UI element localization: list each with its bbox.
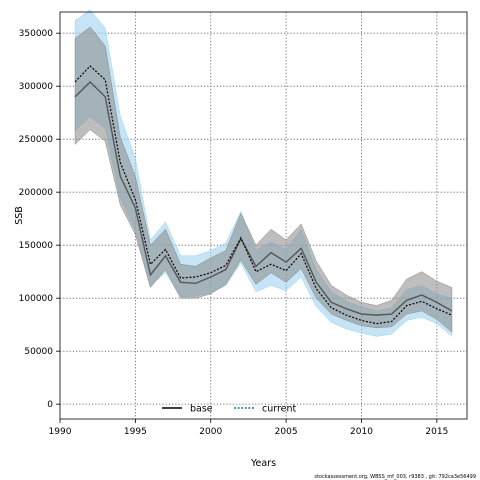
band-base xyxy=(74,26,453,333)
x-axis-ticks: 1990 1995 2000 2005 2010 2015 xyxy=(49,419,448,437)
y-tick-label-350000: 350000 xyxy=(19,29,54,39)
x-tick-label-2010: 2010 xyxy=(350,427,373,437)
x-tick-label-2000: 2000 xyxy=(199,427,222,437)
series-line-base xyxy=(74,80,453,316)
x-tick-label-1990: 1990 xyxy=(49,427,72,437)
legend: base current xyxy=(162,404,297,415)
y-tick-label-200000: 200000 xyxy=(19,188,54,198)
y-tick-label-300000: 300000 xyxy=(19,82,54,92)
x-axis-label: Years xyxy=(250,458,276,469)
grid xyxy=(60,12,467,419)
y-tick-label-100000: 100000 xyxy=(19,294,54,304)
confidence-bands xyxy=(74,9,453,337)
y-tick-label-150000: 150000 xyxy=(19,241,54,251)
y-tick-label-0: 0 xyxy=(47,400,53,410)
y-tick-label-50000: 50000 xyxy=(24,347,53,357)
series-line-current xyxy=(74,65,453,325)
legend-label-base: base xyxy=(190,404,213,415)
legend-label-current: current xyxy=(262,404,297,415)
y-axis-label: SSB xyxy=(14,206,25,225)
y-axis-ticks: 0 50000 100000 150000 200000 250000 300000 3500… xyxy=(19,29,60,410)
plot-area-frame xyxy=(59,11,468,420)
footnote: stockassessment.org, WBSS_mf_003, r9383 … xyxy=(314,474,476,480)
series-lines xyxy=(74,65,453,325)
y-tick-label-250000: 250000 xyxy=(19,135,54,145)
x-tick-label-2015: 2015 xyxy=(425,427,448,437)
x-tick-label-1995: 1995 xyxy=(124,427,147,437)
x-tick-label-2005: 2005 xyxy=(275,427,298,437)
